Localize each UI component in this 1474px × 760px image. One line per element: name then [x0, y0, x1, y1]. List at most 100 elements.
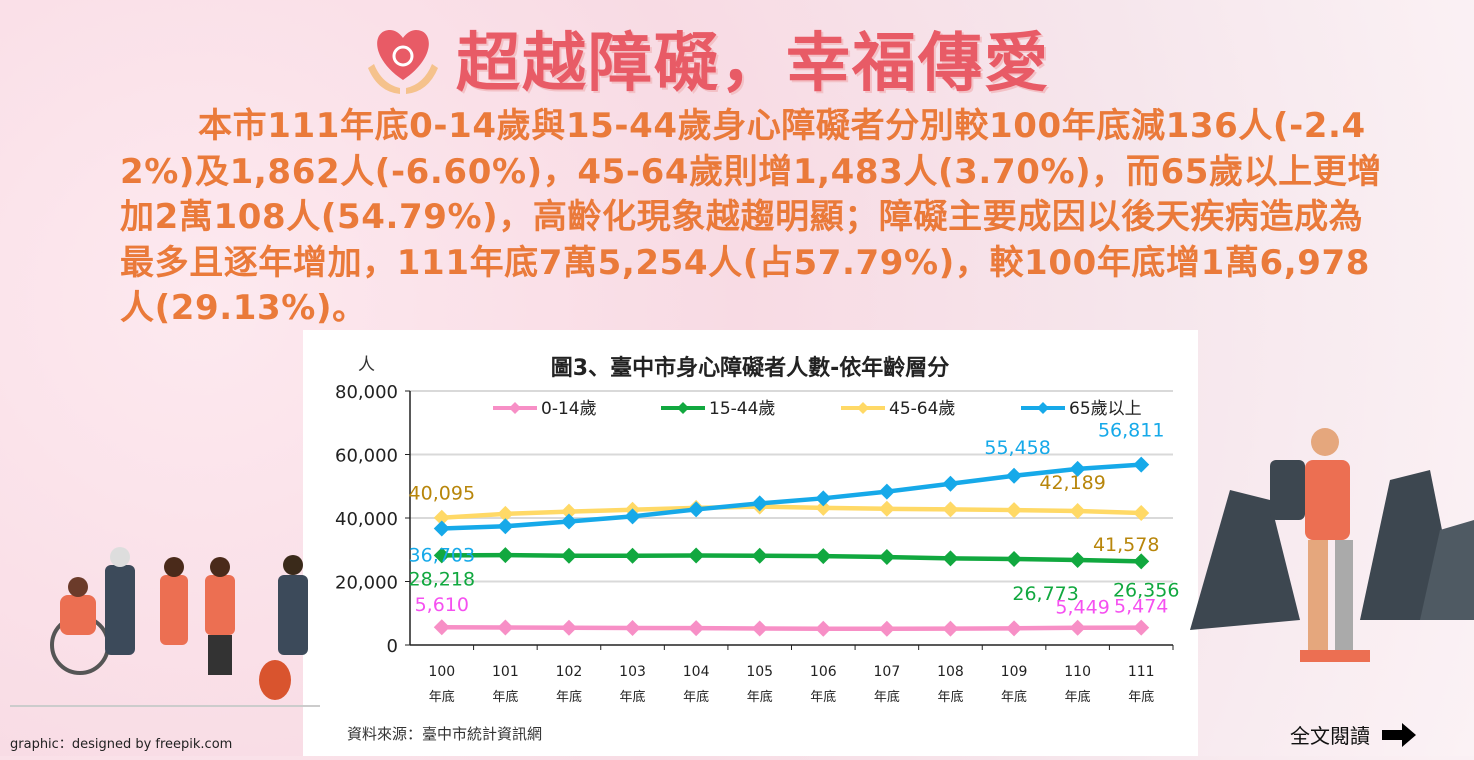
data-point	[688, 620, 705, 637]
data-point	[751, 495, 768, 512]
data-point	[878, 483, 895, 500]
legend-marker	[677, 402, 689, 414]
data-point	[1069, 551, 1086, 568]
data-point	[1069, 460, 1086, 477]
line-chart: 圖3、臺中市身心障礙者人數-依年齡層分 人 0 20,000 40,000 60,000 8…	[335, 355, 1179, 705]
series-line-0-14歲	[441, 624, 1142, 632]
data-point	[560, 513, 577, 530]
data-point	[1006, 502, 1023, 519]
data-point	[433, 547, 450, 564]
data-point	[560, 619, 577, 636]
data-point	[688, 501, 705, 518]
arrow-right-icon	[1382, 722, 1416, 747]
y-tick-label: 60,000	[335, 446, 398, 467]
data-point	[1069, 503, 1086, 520]
heart-hands-icon	[368, 30, 438, 94]
x-tick-label: 110	[1064, 664, 1091, 680]
data-point	[497, 547, 514, 564]
chart-title: 圖3、臺中市身心障礙者人數-依年齡層分	[551, 355, 949, 381]
data-point	[1006, 550, 1023, 567]
data-point	[433, 619, 450, 636]
x-tick-label: 100	[428, 664, 455, 680]
data-point	[624, 508, 641, 525]
y-tick-label: 0	[387, 636, 398, 657]
x-tick-label: 年底	[556, 689, 582, 705]
data-label: 26,773	[1012, 583, 1078, 605]
data-point	[942, 550, 959, 567]
data-label: 55,458	[984, 437, 1050, 459]
legend-label: 15-44歲	[709, 399, 775, 419]
read-more-link[interactable]: 全文閱讀	[1290, 720, 1416, 749]
x-tick-label: 106	[810, 664, 837, 680]
x-tick-label: 104	[683, 664, 710, 680]
data-point	[1133, 504, 1150, 521]
x-tick-label: 年底	[429, 689, 455, 705]
x-tick-label: 年底	[937, 689, 963, 705]
data-label: 5,449	[1055, 597, 1109, 619]
data-label: 28,218	[409, 568, 475, 590]
x-tick-label: 111	[1128, 664, 1155, 680]
data-source: 資料來源：臺中市統計資訊網	[347, 725, 543, 743]
data-point	[878, 500, 895, 517]
data-point	[433, 509, 450, 526]
data-point	[942, 475, 959, 492]
y-tick-label: 20,000	[335, 573, 398, 594]
data-label: 26,356	[1113, 579, 1179, 601]
illustration-credit: graphic：designed by freepik.com	[10, 737, 233, 752]
data-point	[497, 505, 514, 522]
data-point	[942, 501, 959, 518]
data-point	[560, 547, 577, 564]
data-label: 56,811	[1098, 420, 1164, 442]
data-point	[815, 620, 832, 637]
data-label: 36,703	[409, 544, 475, 566]
data-point	[560, 503, 577, 520]
x-tick-label: 年底	[492, 689, 518, 705]
x-tick-label: 年底	[683, 689, 709, 705]
x-tick-label: 101	[492, 664, 519, 680]
x-tick-label: 年底	[874, 689, 900, 705]
data-point	[942, 620, 959, 637]
x-tick-label: 年底	[1001, 689, 1027, 705]
page-header: 超越障礙，幸福傳愛	[360, 12, 1050, 104]
data-point	[1069, 619, 1086, 636]
people-illustration	[10, 547, 320, 707]
data-point	[1133, 456, 1150, 473]
series-line-65歲以上	[441, 462, 1142, 531]
x-tick-label: 103	[619, 664, 646, 680]
chart-panel: 圖3、臺中市身心障礙者人數-依年齡層分 人 0 20,000 40,000 60,000 8…	[303, 330, 1198, 756]
data-label: 5,610	[415, 594, 469, 616]
data-point	[815, 499, 832, 516]
data-point	[624, 620, 641, 637]
x-tick-label: 年底	[1128, 689, 1154, 705]
data-point	[497, 619, 514, 636]
read-more-label: 全文閱讀	[1290, 724, 1370, 748]
legend-marker	[857, 402, 869, 414]
x-tick-label: 年底	[747, 689, 773, 705]
data-label: 40,095	[409, 483, 475, 505]
x-tick-label: 107	[874, 664, 901, 680]
x-tick-label: 102	[556, 664, 583, 680]
x-tick-label: 109	[1001, 664, 1028, 680]
x-tick-label: 105	[746, 664, 773, 680]
x-tick-label: 年底	[1065, 689, 1091, 705]
data-point	[878, 549, 895, 566]
x-tick-label: 年底	[620, 689, 646, 705]
series-line-15-44歲	[441, 552, 1142, 564]
x-tick-label: 108	[937, 664, 964, 680]
hiker-illustration	[1190, 428, 1474, 662]
series-line-45-64歲	[441, 504, 1142, 520]
data-point	[1133, 553, 1150, 570]
y-axis-label: 人	[358, 355, 375, 375]
data-point	[878, 620, 895, 637]
summary-paragraph: 本市111年底0-14歲與15-44歲身心障礙者分別較100年底減136人(-2…	[120, 106, 1382, 328]
page-title: 超越障礙，幸福傳愛	[456, 27, 1050, 101]
legend-label: 0-14歲	[541, 399, 597, 419]
data-point	[1133, 619, 1150, 636]
data-point	[624, 547, 641, 564]
data-label: 42,189	[1039, 472, 1105, 494]
data-point	[433, 520, 450, 537]
x-tick-label: 年底	[810, 689, 836, 705]
data-point	[1006, 467, 1023, 484]
data-point	[1006, 620, 1023, 637]
data-point	[497, 518, 514, 535]
